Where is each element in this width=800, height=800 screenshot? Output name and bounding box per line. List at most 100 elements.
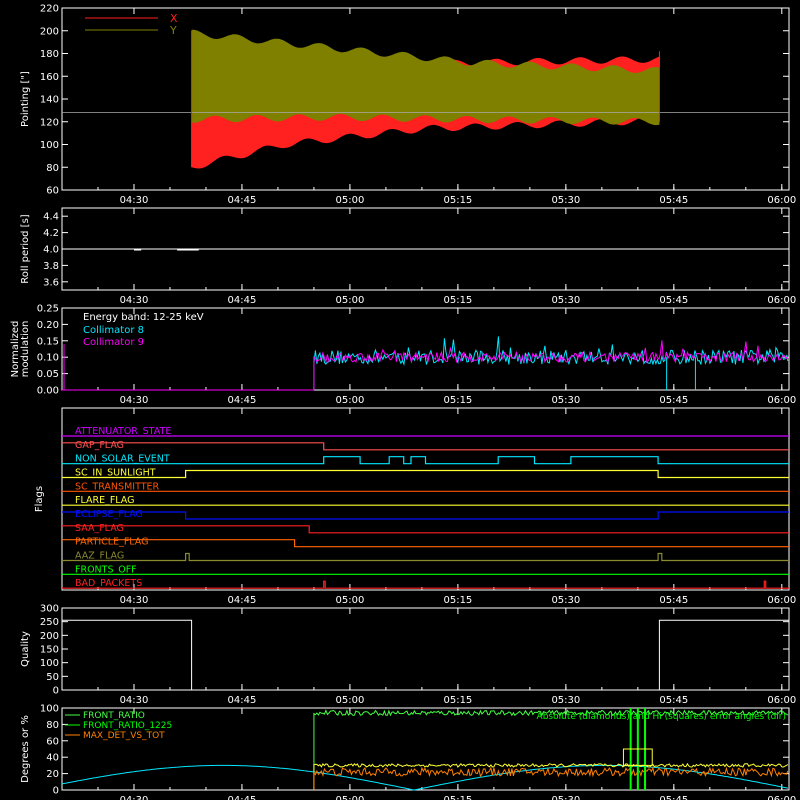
y-tick-label: 4.4 — [43, 212, 59, 223]
flag-label: ATTENUATOR_STATE — [75, 426, 171, 437]
flag-label: GAP_FLAG — [75, 440, 124, 451]
flag-trace-eclipse-flag — [62, 511, 789, 520]
flag-label: NON_SOLAR_EVENT — [75, 454, 170, 465]
series-angle-arc — [61, 764, 789, 791]
y-tick-label: 50 — [46, 672, 59, 683]
panel-pointing: 04:30 04:45 05:00 05:15 05:30 05:45 06:00 60 80 1… — [20, 4, 796, 207]
y-tick-label: 0.05 — [37, 369, 59, 380]
x-tick-label: 04:30 — [120, 795, 149, 800]
flag-label: PARTICLE_FLAG — [75, 537, 148, 548]
panel-modulation: 04:30 04:45 05:00 05:15 05:30 05:45 06:00 0.00 0… — [10, 304, 796, 407]
x-tick-label: 04:45 — [228, 195, 257, 206]
x-tick-label: 06:00 — [767, 795, 796, 800]
x-tick-label: 05:00 — [336, 395, 365, 406]
y-axis-label: Normalized — [10, 321, 21, 378]
y-axis-label: Quality — [20, 631, 31, 667]
y-tick-label: 100 — [40, 140, 59, 151]
y-tick-label: 200 — [40, 26, 59, 37]
x-tick-label: 06:00 — [767, 295, 796, 306]
flag-label: AAZ_FLAG — [75, 551, 124, 562]
x-tick-label: 04:45 — [228, 795, 257, 800]
y-tick-label: 100 — [40, 704, 59, 715]
y-tick-label: 180 — [40, 49, 59, 60]
x-tick-label: 04:30 — [120, 395, 149, 406]
y-tick-label: 160 — [40, 72, 59, 83]
x-tick-label: 05:30 — [551, 595, 580, 606]
y-axis-label: Flags — [34, 486, 45, 512]
y-axis-label: Degrees or % — [20, 715, 31, 783]
x-tick-label: 05:30 — [551, 395, 580, 406]
panel-flags: 04:30 04:45 05:00 05:15 05:30 05:45 06:00 Flags… — [34, 407, 796, 606]
flag-trace-bad-packets — [62, 580, 789, 589]
y-tick-label: 0.20 — [37, 320, 59, 331]
y-axis-label: Roll period [s] — [20, 214, 31, 283]
x-tick-label: 05:00 — [336, 595, 365, 606]
flag-label: SAA_FLAG — [75, 523, 124, 534]
y-tick-label: 100 — [40, 658, 59, 669]
x-tick-label: 04:30 — [120, 595, 149, 606]
x-tick-label: 06:00 — [767, 395, 796, 406]
x-tick-label: 05:15 — [443, 695, 472, 706]
legend-label: Collimator 8 — [83, 325, 144, 336]
x-tick-label: 06:00 — [767, 195, 796, 206]
legend-label: FRONT_RATIO_1225 — [83, 721, 172, 731]
y-tick-label: 60 — [46, 186, 59, 197]
x-tick-label: 05:15 — [443, 195, 472, 206]
flag-trace-sc-in-sunlight — [62, 469, 789, 479]
error-angle-annotation: Absolute (diamonds) and Hi (squares) err… — [537, 712, 786, 722]
x-tick-label: 05:00 — [336, 195, 365, 206]
energy-band-label: Energy band: 12-25 keV — [83, 312, 204, 323]
y-tick-label: 0.00 — [37, 386, 59, 397]
legend-label: X — [170, 12, 178, 25]
series-max-det-vs-tot — [313, 766, 789, 790]
x-tick-label: 05:45 — [659, 595, 688, 606]
y-tick-label: 4.0 — [43, 245, 59, 256]
x-tick-label: 05:45 — [659, 295, 688, 306]
x-tick-label: 05:15 — [443, 795, 472, 800]
y-tick-label: 220 — [40, 4, 59, 15]
modulation-frame — [61, 307, 790, 391]
x-tick-label: 05:45 — [659, 395, 688, 406]
flag-trace-gap-flag — [62, 442, 789, 451]
flag-trace-non-solar-event — [62, 456, 789, 465]
x-tick-label: 05:30 — [551, 695, 580, 706]
x-tick-label: 05:45 — [659, 795, 688, 800]
yellow-box — [622, 748, 653, 766]
x-tick-label: 05:15 — [443, 595, 472, 606]
y-tick-label: 20 — [46, 769, 59, 780]
y-tick-label: 3.6 — [43, 277, 59, 288]
x-tick-label: 04:30 — [120, 295, 149, 306]
flag-trace-saa-flag — [62, 525, 789, 534]
x-tick-label: 04:30 — [120, 195, 149, 206]
series-collimator-9 — [313, 340, 789, 390]
panel-roll: 04:30 04:45 05:00 05:15 05:30 05:45 06:00 3.6 3.… — [20, 207, 796, 306]
x-tick-label: 06:00 — [767, 595, 796, 606]
legend-label: Collimator 9 — [83, 337, 144, 348]
y-tick-label: 200 — [40, 631, 59, 642]
flag-trace-aaz-flag — [62, 552, 789, 562]
y-tick-label: 0 — [53, 786, 59, 797]
panel-quality: 04:30 04:45 05:00 05:15 05:30 05:45 06:00 0 50 10… — [20, 604, 796, 707]
flag-label: FLARE_FLAG — [75, 495, 135, 506]
y-tick-label: 80 — [46, 163, 59, 174]
x-tick-label: 04:45 — [228, 695, 257, 706]
y-tick-label: 40 — [46, 753, 59, 764]
x-tick-label: 05:00 — [336, 795, 365, 800]
front_ratio-frame — [61, 707, 790, 791]
x-tick-label: 05:00 — [336, 695, 365, 706]
x-tick-label: 05:45 — [659, 695, 688, 706]
series-y-band — [191, 29, 660, 126]
x-tick-label: 05:30 — [551, 195, 580, 206]
series-front-ratio — [313, 709, 789, 790]
series-front-ratio-yellow — [313, 762, 789, 790]
x-tick-label: 05:00 — [336, 295, 365, 306]
x-tick-label: 05:30 — [551, 795, 580, 800]
x-tick-label: 04:30 — [120, 695, 149, 706]
legend-label: FRONT_RATIO — [83, 711, 145, 721]
flag-label: FRONTS_OFF — [75, 564, 137, 575]
x-tick-label: 05:30 — [551, 295, 580, 306]
x-tick-label: 05:45 — [659, 195, 688, 206]
y-tick-label: 0 — [53, 686, 59, 697]
y-tick-label: 60 — [46, 736, 59, 747]
y-tick-label: 0.10 — [37, 353, 59, 364]
